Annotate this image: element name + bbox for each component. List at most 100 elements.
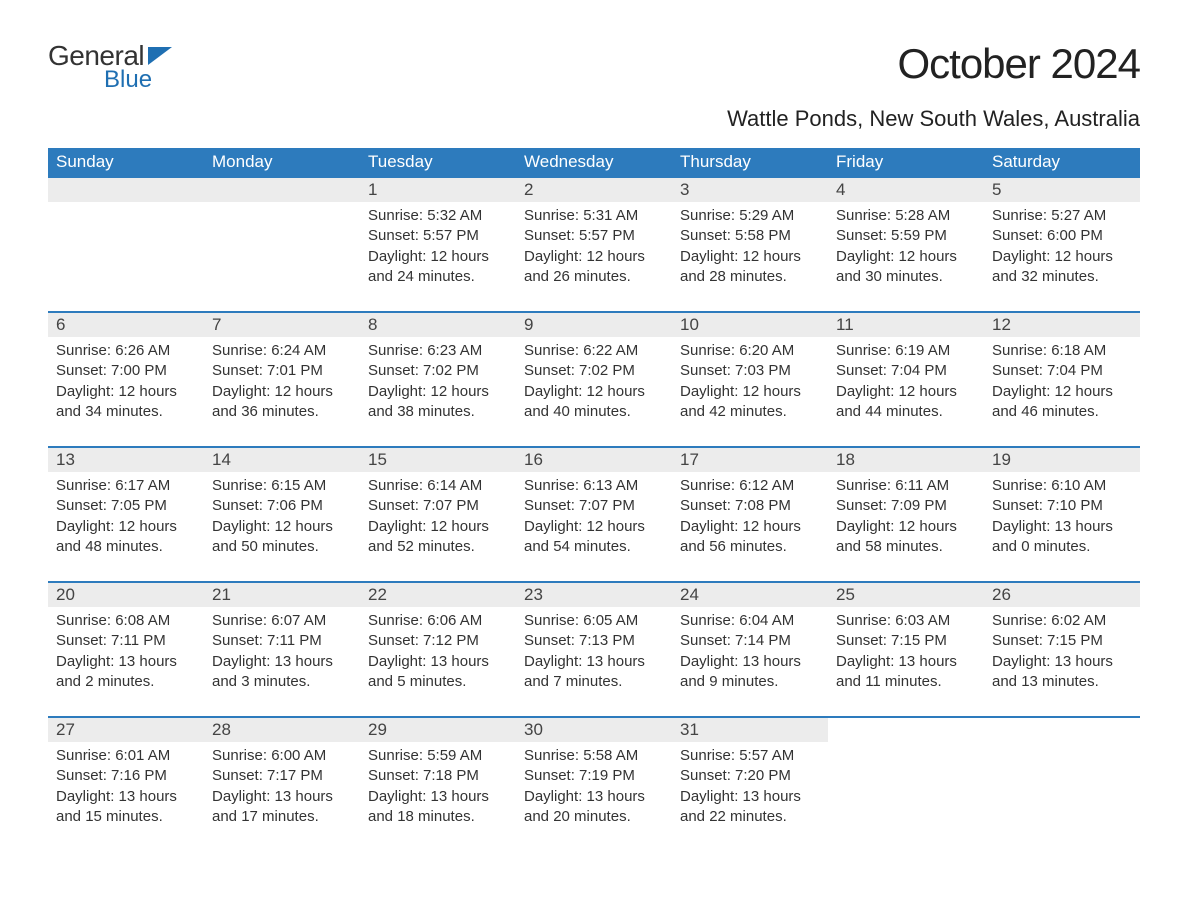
sunrise-line: Sunrise: 5:32 AM bbox=[368, 206, 508, 226]
sunset-line: Sunset: 7:03 PM bbox=[680, 361, 820, 381]
sunset-line: Sunset: 5:58 PM bbox=[680, 226, 820, 246]
weekday-header-row: SundayMondayTuesdayWednesdayThursdayFrid… bbox=[48, 148, 1140, 177]
logo: General Blue bbox=[48, 40, 172, 94]
header: General Blue October 2024 Wattle Ponds, … bbox=[48, 40, 1140, 140]
sunset-line: Sunset: 7:13 PM bbox=[524, 631, 664, 651]
day-number-cell: 24 bbox=[672, 582, 828, 607]
sunrise-line: Sunrise: 6:04 AM bbox=[680, 611, 820, 631]
sunset-line: Sunset: 7:15 PM bbox=[992, 631, 1132, 651]
day-body-cell: Sunrise: 5:57 AMSunset: 7:20 PMDaylight:… bbox=[672, 742, 828, 851]
day-number-cell: 25 bbox=[828, 582, 984, 607]
daylight-line: Daylight: 12 hours and 42 minutes. bbox=[680, 382, 820, 423]
day-number-cell: 8 bbox=[360, 312, 516, 337]
sunrise-line: Sunrise: 6:02 AM bbox=[992, 611, 1132, 631]
day-number-cell: 5 bbox=[984, 177, 1140, 202]
day-body-cell bbox=[48, 202, 204, 312]
day-body-cell: Sunrise: 6:13 AMSunset: 7:07 PMDaylight:… bbox=[516, 472, 672, 582]
sunset-line: Sunset: 7:08 PM bbox=[680, 496, 820, 516]
location-subtitle: Wattle Ponds, New South Wales, Australia bbox=[727, 106, 1140, 132]
sunrise-line: Sunrise: 6:13 AM bbox=[524, 476, 664, 496]
day-number-cell: 14 bbox=[204, 447, 360, 472]
logo-word-blue: Blue bbox=[104, 66, 172, 94]
day-number-cell: 31 bbox=[672, 717, 828, 742]
day-body-cell: Sunrise: 6:00 AMSunset: 7:17 PMDaylight:… bbox=[204, 742, 360, 851]
day-body-cell: Sunrise: 6:10 AMSunset: 7:10 PMDaylight:… bbox=[984, 472, 1140, 582]
day-body-cell: Sunrise: 6:12 AMSunset: 7:08 PMDaylight:… bbox=[672, 472, 828, 582]
month-title: October 2024 bbox=[727, 40, 1140, 88]
day-body-cell: Sunrise: 6:23 AMSunset: 7:02 PMDaylight:… bbox=[360, 337, 516, 447]
sunset-line: Sunset: 7:09 PM bbox=[836, 496, 976, 516]
day-number-cell: 12 bbox=[984, 312, 1140, 337]
sunrise-line: Sunrise: 6:07 AM bbox=[212, 611, 352, 631]
day-body-cell: Sunrise: 5:32 AMSunset: 5:57 PMDaylight:… bbox=[360, 202, 516, 312]
day-body-cell: Sunrise: 6:07 AMSunset: 7:11 PMDaylight:… bbox=[204, 607, 360, 717]
sunset-line: Sunset: 5:59 PM bbox=[836, 226, 976, 246]
sunset-line: Sunset: 7:06 PM bbox=[212, 496, 352, 516]
day-number-cell: 3 bbox=[672, 177, 828, 202]
day-number-cell: 26 bbox=[984, 582, 1140, 607]
day-body-cell: Sunrise: 6:04 AMSunset: 7:14 PMDaylight:… bbox=[672, 607, 828, 717]
weekday-header: Saturday bbox=[984, 148, 1140, 177]
daylight-line: Daylight: 12 hours and 38 minutes. bbox=[368, 382, 508, 423]
weekday-header: Friday bbox=[828, 148, 984, 177]
weekday-header: Sunday bbox=[48, 148, 204, 177]
day-number-cell: 15 bbox=[360, 447, 516, 472]
daylight-line: Daylight: 12 hours and 28 minutes. bbox=[680, 247, 820, 288]
sunrise-line: Sunrise: 6:23 AM bbox=[368, 341, 508, 361]
sunrise-line: Sunrise: 6:15 AM bbox=[212, 476, 352, 496]
daylight-line: Daylight: 12 hours and 32 minutes. bbox=[992, 247, 1132, 288]
day-number-cell: 1 bbox=[360, 177, 516, 202]
daylight-line: Daylight: 13 hours and 18 minutes. bbox=[368, 787, 508, 828]
sunset-line: Sunset: 7:11 PM bbox=[212, 631, 352, 651]
day-number-cell: 9 bbox=[516, 312, 672, 337]
day-body-row: Sunrise: 6:08 AMSunset: 7:11 PMDaylight:… bbox=[48, 607, 1140, 717]
sunrise-line: Sunrise: 6:17 AM bbox=[56, 476, 196, 496]
sunrise-line: Sunrise: 6:12 AM bbox=[680, 476, 820, 496]
sunset-line: Sunset: 7:07 PM bbox=[524, 496, 664, 516]
daylight-line: Daylight: 13 hours and 2 minutes. bbox=[56, 652, 196, 693]
sunrise-line: Sunrise: 5:57 AM bbox=[680, 746, 820, 766]
day-body-cell: Sunrise: 6:11 AMSunset: 7:09 PMDaylight:… bbox=[828, 472, 984, 582]
sunset-line: Sunset: 7:14 PM bbox=[680, 631, 820, 651]
weekday-header: Thursday bbox=[672, 148, 828, 177]
daylight-line: Daylight: 12 hours and 58 minutes. bbox=[836, 517, 976, 558]
daylight-line: Daylight: 12 hours and 46 minutes. bbox=[992, 382, 1132, 423]
day-number-cell: 28 bbox=[204, 717, 360, 742]
weekday-header: Tuesday bbox=[360, 148, 516, 177]
daylight-line: Daylight: 13 hours and 9 minutes. bbox=[680, 652, 820, 693]
daylight-line: Daylight: 13 hours and 15 minutes. bbox=[56, 787, 196, 828]
daylight-line: Daylight: 13 hours and 0 minutes. bbox=[992, 517, 1132, 558]
day-body-cell: Sunrise: 6:01 AMSunset: 7:16 PMDaylight:… bbox=[48, 742, 204, 851]
day-body-row: Sunrise: 6:17 AMSunset: 7:05 PM Daylight:… bbox=[48, 472, 1140, 582]
sunrise-line: Sunrise: 6:22 AM bbox=[524, 341, 664, 361]
day-body-cell: Sunrise: 6:08 AMSunset: 7:11 PMDaylight:… bbox=[48, 607, 204, 717]
sunset-line: Sunset: 6:00 PM bbox=[992, 226, 1132, 246]
day-number-cell: 13 bbox=[48, 447, 204, 472]
day-number-row: 13141516171819 bbox=[48, 447, 1140, 472]
daylight-line: Daylight: 13 hours and 20 minutes. bbox=[524, 787, 664, 828]
sunset-line: Sunset: 5:57 PM bbox=[368, 226, 508, 246]
sunset-line: Sunset: 7:02 PM bbox=[524, 361, 664, 381]
day-number-cell: 7 bbox=[204, 312, 360, 337]
sunset-line: Sunset: 7:05 PM bbox=[56, 496, 196, 516]
day-body-cell: Sunrise: 6:06 AMSunset: 7:12 PMDaylight:… bbox=[360, 607, 516, 717]
sunrise-line: Sunrise: 6:18 AM bbox=[992, 341, 1132, 361]
daylight-line: Daylight: 12 hours and 30 minutes. bbox=[836, 247, 976, 288]
sunrise-line: Sunrise: 5:31 AM bbox=[524, 206, 664, 226]
day-body-cell: Sunrise: 6:15 AMSunset: 7:06 PMDaylight:… bbox=[204, 472, 360, 582]
title-block: October 2024 Wattle Ponds, New South Wal… bbox=[727, 40, 1140, 140]
day-body-cell: Sunrise: 6:03 AMSunset: 7:15 PMDaylight:… bbox=[828, 607, 984, 717]
day-number-cell: 18 bbox=[828, 447, 984, 472]
daylight-line: Daylight: 12 hours and 50 minutes. bbox=[212, 517, 352, 558]
sunset-line: Sunset: 7:04 PM bbox=[992, 361, 1132, 381]
day-number-row: 20212223242526 bbox=[48, 582, 1140, 607]
sunrise-line: Sunrise: 6:26 AM bbox=[56, 341, 196, 361]
sunrise-line: Sunrise: 5:58 AM bbox=[524, 746, 664, 766]
day-number-cell: 10 bbox=[672, 312, 828, 337]
day-number-cell: 19 bbox=[984, 447, 1140, 472]
sunrise-line: Sunrise: 6:20 AM bbox=[680, 341, 820, 361]
sunrise-line: Sunrise: 6:05 AM bbox=[524, 611, 664, 631]
daylight-line: Daylight: 12 hours and 26 minutes. bbox=[524, 247, 664, 288]
sunrise-line: Sunrise: 5:29 AM bbox=[680, 206, 820, 226]
sunset-line: Sunset: 7:15 PM bbox=[836, 631, 976, 651]
